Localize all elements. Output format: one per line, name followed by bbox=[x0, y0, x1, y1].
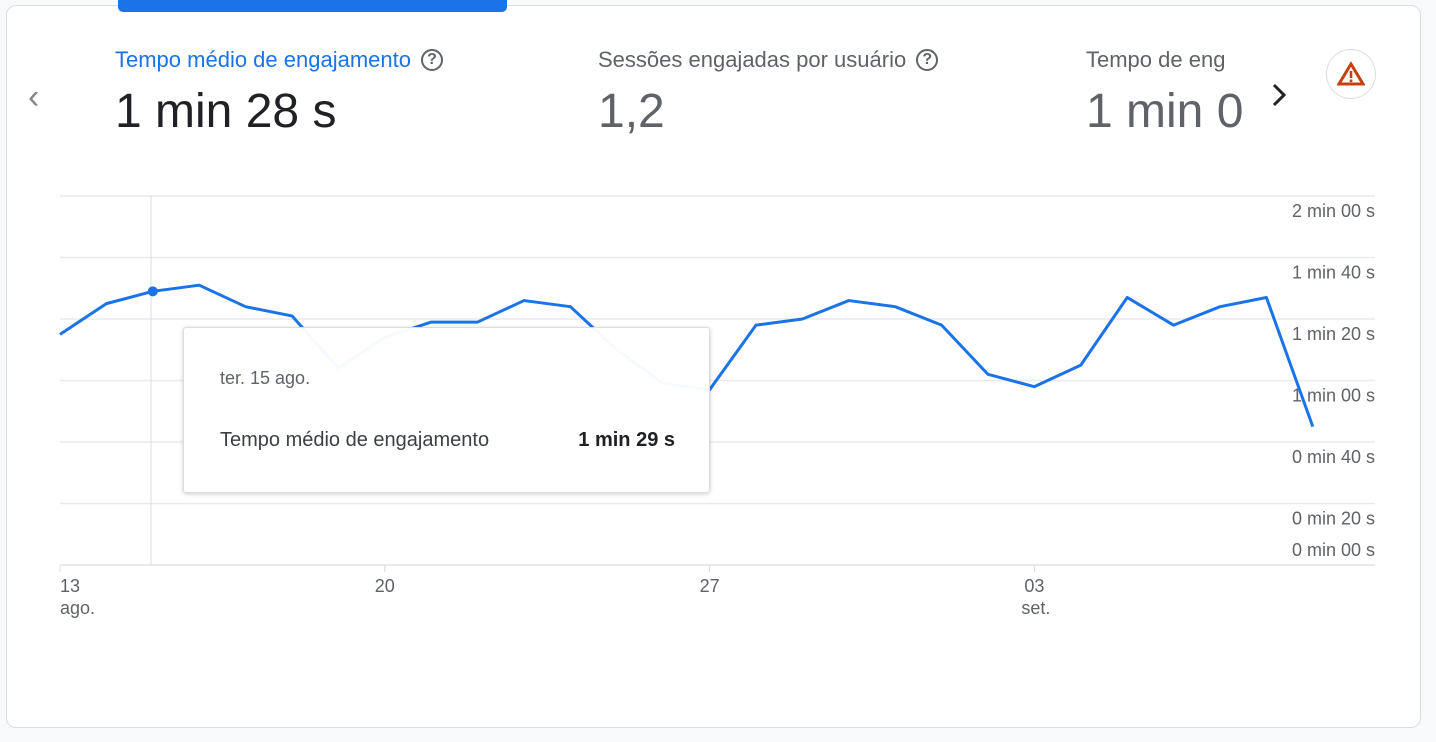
active-metric-indicator bbox=[118, 0, 507, 12]
metric-value: 1 min 28 s bbox=[115, 85, 337, 138]
y-tick-label: 0 min 40 s bbox=[1292, 447, 1375, 467]
metric-tab-avg-engagement[interactable]: Tempo médio de engajamento? 1 min 28 s bbox=[115, 44, 535, 138]
y-tick-label: 1 min 40 s bbox=[1292, 263, 1375, 283]
metric-label: Sessões engajadas por usuário bbox=[598, 47, 907, 72]
y-tick-label: 0 min 20 s bbox=[1292, 509, 1375, 529]
y-tick-label: 2 min 00 s bbox=[1292, 201, 1375, 221]
metric-label: Tempo de eng bbox=[1086, 47, 1226, 72]
metric-label: Tempo médio de engajamento bbox=[115, 47, 411, 72]
x-tick-label: 27 bbox=[700, 576, 720, 596]
x-tick-label: 13 bbox=[60, 576, 80, 596]
x-tick-month: ago. bbox=[60, 598, 95, 618]
tooltip-date: ter. 15 ago. bbox=[220, 368, 311, 388]
warning-triangle-icon[interactable] bbox=[1326, 49, 1376, 99]
metric-tab-engagement-time[interactable]: Tempo de eng 1 min 0 bbox=[1086, 44, 1247, 138]
x-tick-label: 03 bbox=[1024, 576, 1044, 596]
metric-tab-engaged-sessions[interactable]: Sessões engajadas por usuário? 1,2 bbox=[598, 44, 1018, 138]
help-circle-icon[interactable]: ? bbox=[420, 49, 443, 71]
chart-tooltip: ter. 15 ago. Tempo médio de engajamento … bbox=[183, 327, 710, 493]
data-point[interactable] bbox=[147, 286, 158, 297]
x-tick-month: set. bbox=[1021, 598, 1050, 618]
chevron-right-icon[interactable] bbox=[1268, 78, 1292, 118]
tooltip-metric-value: 1 min 29 s bbox=[578, 429, 675, 451]
chevron-left-icon[interactable]: ‹ bbox=[28, 78, 40, 116]
metric-value: 1 min 0 bbox=[1086, 85, 1244, 138]
y-tick-label: 1 min 00 s bbox=[1292, 386, 1375, 406]
metric-value: 1,2 bbox=[598, 85, 665, 138]
help-circle-icon[interactable]: ? bbox=[916, 49, 939, 71]
tooltip-metric-label: Tempo médio de engajamento bbox=[220, 429, 490, 451]
x-tick-label: 20 bbox=[375, 576, 395, 596]
y-tick-label: 1 min 20 s bbox=[1292, 324, 1375, 344]
y-tick-label: 0 min 00 s bbox=[1292, 540, 1375, 560]
